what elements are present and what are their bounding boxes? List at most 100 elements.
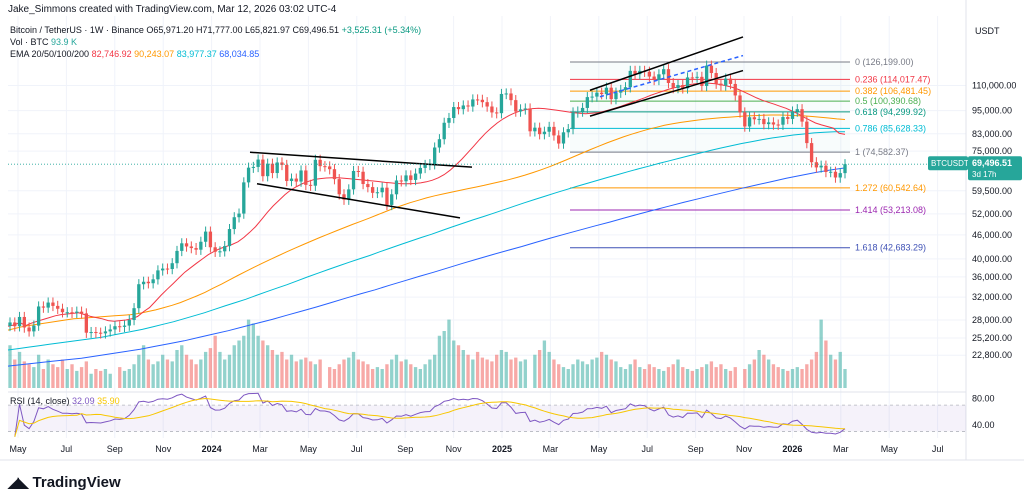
candle-body xyxy=(504,93,508,95)
fib-label: 1.414 (53,213.08) xyxy=(855,205,926,215)
candle-body xyxy=(108,329,112,332)
volume-bar xyxy=(366,364,370,388)
tradingview-icon: ◢◣ xyxy=(8,474,29,490)
candle-body xyxy=(70,312,74,314)
volume-bar xyxy=(533,354,537,388)
time-axis[interactable]: May Jul Sep Nov 2024 Mar May Jul Sep Nov 2025 Mar Ma… xyxy=(0,444,1024,461)
candle-body xyxy=(843,164,847,174)
volume-bar xyxy=(552,359,556,388)
volume-bar xyxy=(313,364,318,388)
candle-body xyxy=(289,178,294,182)
volume-bar xyxy=(504,351,508,388)
candle-body xyxy=(566,129,570,133)
candle-body xyxy=(351,170,356,190)
time-tick-label: Nov xyxy=(155,444,172,454)
candle-body xyxy=(432,147,437,165)
volume-bar xyxy=(98,370,103,388)
candle-body xyxy=(528,108,532,132)
candle-body xyxy=(17,316,22,327)
candle-body xyxy=(647,71,652,77)
volume-bar xyxy=(390,359,394,388)
volume-bar xyxy=(151,364,155,388)
trendlines xyxy=(8,36,966,219)
candle-body xyxy=(695,76,699,78)
price-axis[interactable]: USDT 110,000.00 95,000.00 83,000.00 75,000.0… xyxy=(965,0,1016,460)
price-tick-label: 28,000.00 xyxy=(972,315,1012,325)
symbol-tag xyxy=(928,156,968,171)
candle-body xyxy=(161,268,165,271)
rsi-value: 32.09 xyxy=(72,396,95,406)
volume-bar xyxy=(571,364,575,388)
candle-body xyxy=(599,92,604,95)
rsi-label-text[interactable]: RSI (14, close) xyxy=(10,396,70,406)
volume-bar xyxy=(17,351,22,388)
legend-symbol-row: Bitcoin / TetherUS · 1W · Binance O65,97… xyxy=(10,24,421,36)
volume-label[interactable]: Vol · BTC xyxy=(10,37,49,47)
ohlc-values: O65,971.20 H71,777.00 L65,821.97 C69,496… xyxy=(146,25,340,35)
volume-bar xyxy=(766,359,771,388)
volume-bar xyxy=(566,369,570,388)
volume-bar xyxy=(137,354,141,388)
candle-body xyxy=(308,184,313,186)
volume-bar xyxy=(423,364,427,388)
symbol-name[interactable]: Bitcoin / TetherUS · 1W · Binance xyxy=(10,25,144,35)
candle-body xyxy=(576,111,580,113)
fib-label: 1.618 (42,683.29) xyxy=(855,243,926,253)
candle-body xyxy=(261,159,265,177)
candle-body xyxy=(557,135,561,144)
volume-bar xyxy=(180,345,184,388)
volume-bar xyxy=(342,359,346,388)
volume-bar xyxy=(604,354,609,388)
volume-bar xyxy=(165,359,170,388)
candle-body xyxy=(743,112,747,127)
candle-body xyxy=(757,118,761,120)
volume-bar xyxy=(542,340,547,388)
volume-bar xyxy=(480,357,485,388)
volume-bar xyxy=(132,364,136,388)
candle-body xyxy=(318,159,322,167)
candle-body xyxy=(652,76,656,80)
candle-body xyxy=(141,281,146,285)
fib-label: 1 (74,582.37) xyxy=(855,147,909,157)
volume-bar xyxy=(728,370,733,388)
volume-bar xyxy=(437,335,442,388)
volume-bar xyxy=(242,335,246,388)
volume-bar xyxy=(251,323,256,388)
ema-label[interactable]: EMA 20/50/100/200 xyxy=(10,49,90,59)
price-tick-label: 32,000.00 xyxy=(972,292,1012,302)
candle-body xyxy=(595,92,599,97)
candle-body xyxy=(704,65,709,86)
volume-bar xyxy=(141,345,146,388)
volume-bar xyxy=(719,364,723,388)
candle-body xyxy=(203,231,208,242)
fib-label: 0.5 (100,390.68) xyxy=(855,96,921,106)
volume-bar xyxy=(800,369,804,388)
price-change: +3,525.31 (+5.34%) xyxy=(341,25,422,35)
volume-bar xyxy=(790,369,795,388)
candle-body xyxy=(199,241,203,250)
candle-body xyxy=(122,325,127,327)
volume-bar xyxy=(361,361,365,388)
candle-body xyxy=(27,327,31,332)
candle-body xyxy=(800,109,804,122)
volume-bar xyxy=(824,340,828,388)
candle-body xyxy=(452,107,456,118)
candle-body xyxy=(829,171,833,173)
time-tick-label: 2025 xyxy=(492,444,512,454)
volume-bar xyxy=(466,354,470,388)
candle-body xyxy=(285,164,289,182)
candle-body xyxy=(747,117,752,127)
volume-bar xyxy=(471,359,475,388)
price-tick-label: 46,000.00 xyxy=(972,230,1012,240)
volume-bar xyxy=(246,319,251,388)
candle-body xyxy=(499,93,504,114)
time-tick-label: Mar xyxy=(543,444,559,454)
candle-body xyxy=(623,87,628,90)
volume-bar xyxy=(547,351,551,388)
candle-body xyxy=(118,326,122,328)
volume-bar xyxy=(27,364,31,388)
volume-bars xyxy=(8,319,847,388)
fib-zone xyxy=(570,61,850,153)
volume-bar xyxy=(94,369,98,388)
